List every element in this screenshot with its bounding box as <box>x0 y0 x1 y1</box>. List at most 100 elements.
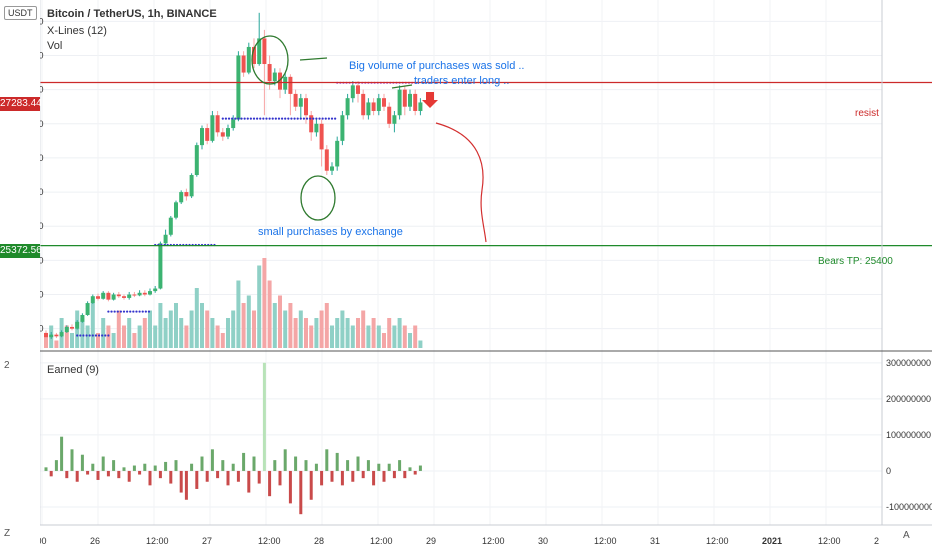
candle-body <box>142 292 147 295</box>
volume-bar <box>179 318 184 348</box>
candle-body <box>304 98 308 116</box>
resist-label: resist <box>855 108 879 119</box>
volume-bar <box>241 303 246 348</box>
earned-bar <box>65 470 69 479</box>
candle-body <box>309 115 314 133</box>
earned-tick-label: 0 <box>886 466 891 476</box>
candle-body <box>96 296 100 299</box>
xline-dot <box>144 310 147 313</box>
candle-body <box>127 294 132 298</box>
volume-bar <box>106 325 111 348</box>
volume-bar <box>345 318 350 348</box>
earned-bar <box>153 465 157 471</box>
xline-dot <box>296 117 299 120</box>
xline-dot <box>262 117 265 120</box>
xline-dot <box>274 117 277 120</box>
left-price-rail: 2 2 Z <box>0 0 40 550</box>
indicator-vol[interactable]: Vol <box>47 40 63 52</box>
earned-bar <box>101 456 105 471</box>
xline-dot <box>227 117 231 120</box>
earned-bar <box>309 470 313 500</box>
xline-dot <box>268 117 271 120</box>
candle-body <box>148 291 152 295</box>
candle-body <box>226 128 230 137</box>
earned-bar <box>231 463 235 471</box>
xline-dot <box>147 310 151 313</box>
candle-body <box>163 234 168 244</box>
earned-bar <box>60 436 64 471</box>
volume-bar <box>418 340 423 348</box>
currency-badge[interactable]: USDT <box>4 6 37 20</box>
earned-bar <box>106 470 110 477</box>
volume-bar <box>366 325 371 348</box>
volume-bar <box>288 303 293 348</box>
candle-body <box>80 315 85 322</box>
time-tick-label: 29 <box>426 536 436 546</box>
volume-bar <box>96 333 100 348</box>
candle-body <box>116 294 121 297</box>
xline-dot <box>252 117 256 120</box>
volume-bar <box>148 310 152 348</box>
annotation-exchange: small purchases by exchange <box>258 226 403 238</box>
candle-body <box>324 149 329 171</box>
long-arrow-line <box>391 84 413 89</box>
volume-bar <box>382 333 386 348</box>
earned-bar <box>184 470 188 500</box>
earned-bar <box>268 470 272 497</box>
xline-dot <box>243 117 246 120</box>
candle-body <box>246 46 251 73</box>
earned-tick-label: 200000000 <box>886 394 931 404</box>
earned-bar <box>49 470 53 477</box>
earned-bar <box>179 470 183 493</box>
candle-body <box>283 76 288 90</box>
volume-bar <box>408 333 412 348</box>
chart-title[interactable]: Bitcoin / TetherUS, 1h, BINANCE <box>47 8 217 20</box>
volume-bar <box>215 325 220 348</box>
volume-bar <box>402 325 407 348</box>
xline-dot <box>265 117 268 120</box>
candle-body <box>64 326 69 333</box>
indicator-xlines[interactable]: X-Lines (12) <box>47 25 107 37</box>
candle-body <box>418 102 423 111</box>
candle-body <box>356 85 360 94</box>
auto-scale-button[interactable]: A <box>903 530 910 541</box>
volume-bar <box>90 303 95 348</box>
candle-body <box>70 326 74 329</box>
earned-bar <box>174 460 178 471</box>
xline-dot <box>324 117 327 120</box>
time-tick-label: 27 <box>202 536 212 546</box>
earned-bar <box>195 470 199 489</box>
candle-body <box>293 93 298 107</box>
earned-bar <box>288 470 292 504</box>
candle-body <box>179 192 184 203</box>
earned-bar <box>382 470 386 482</box>
xline-dot <box>132 310 135 313</box>
time-tick-label: 12:00 <box>482 536 505 546</box>
volume-bar <box>272 303 277 348</box>
volume-bar <box>340 310 345 348</box>
volume-bar <box>44 333 48 348</box>
level-lines <box>40 81 932 247</box>
earned-bar <box>377 463 381 471</box>
volume-bar <box>200 303 204 348</box>
volume-bar <box>153 325 158 348</box>
volume-bar <box>304 318 308 348</box>
candle-body <box>54 334 59 337</box>
earned-bar <box>117 470 121 479</box>
indicator-earned[interactable]: Earned (9) <box>47 364 99 376</box>
earned-bar <box>80 454 84 471</box>
earned-bar <box>112 460 116 471</box>
time-tick-label: 12:00 <box>706 536 729 546</box>
candle-body <box>319 123 324 150</box>
volume-bar <box>392 325 397 348</box>
xline-dot <box>271 117 274 120</box>
xline-dot <box>135 310 138 313</box>
volume-bar <box>397 318 402 348</box>
earned-bar <box>403 470 407 479</box>
volume-bar <box>231 310 236 348</box>
candle-body <box>158 243 163 289</box>
earned-bar <box>96 470 100 480</box>
earned-bar <box>200 456 204 471</box>
time-tick-label: 2021 <box>762 536 782 546</box>
